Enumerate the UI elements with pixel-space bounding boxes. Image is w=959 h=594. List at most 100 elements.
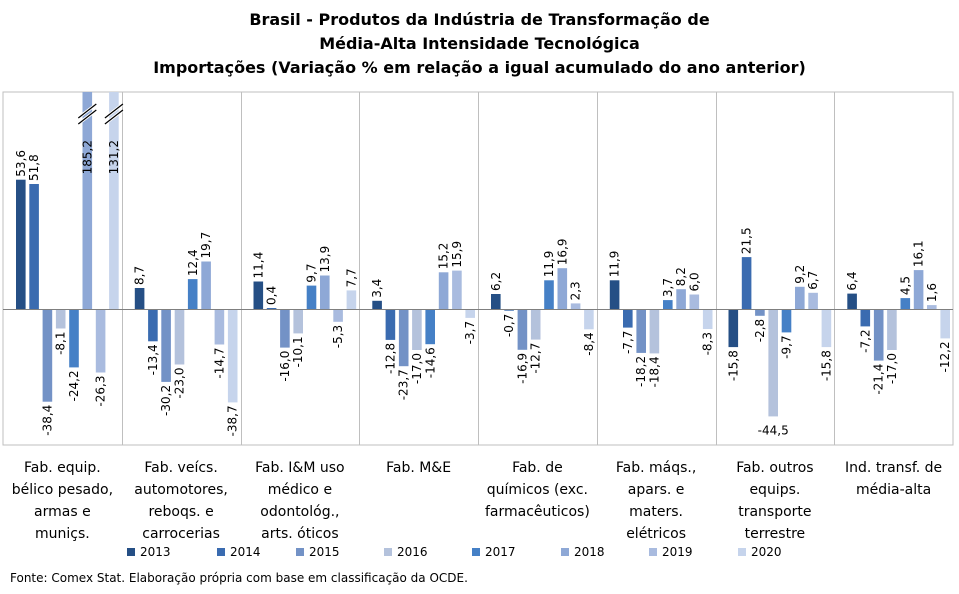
category-label: Fab. outros equips. transporte terrestre [736, 460, 814, 542]
legend-label: 2019 [662, 545, 693, 559]
bar-2014 [385, 309, 396, 340]
bar-2013 [16, 179, 26, 309]
axis-break-mark [77, 109, 97, 125]
bar-2015 [280, 309, 290, 348]
data-label: -16,0 [278, 351, 292, 382]
chart-subtitle-2: Importações (Variação % em relação a igu… [153, 58, 806, 77]
data-label: -14,6 [423, 347, 437, 378]
bar-2020 [227, 309, 238, 403]
bar-2019 [689, 294, 700, 309]
data-label: -38,4 [40, 405, 54, 436]
data-label: 3,4 [370, 279, 384, 298]
bar-2017 [544, 280, 554, 309]
legend-swatch [561, 548, 569, 556]
data-label: -12,2 [938, 341, 952, 372]
data-label: 185,2 [80, 140, 94, 174]
legend-item-2020: 2020 [738, 545, 782, 559]
bar-2014 [266, 308, 277, 309]
data-label: 9,7 [305, 264, 319, 283]
data-label: -18,2 [634, 356, 648, 387]
data-label: 53,6 [14, 150, 28, 177]
bar-2016 [174, 309, 185, 365]
bar-2017 [663, 300, 673, 309]
category-label: Fab. equip. bélico pesado, armas e muniçs. [11, 460, 114, 542]
bar-2020 [940, 309, 950, 339]
legend-item-2013: 2013 [127, 545, 171, 559]
legend-item-2018: 2018 [561, 545, 605, 559]
data-label: -38,7 [226, 405, 240, 436]
bar-2013 [728, 309, 739, 348]
bar-2020 [346, 290, 357, 309]
data-label: 3,7 [661, 278, 675, 297]
bar-2020 [702, 309, 713, 329]
bar-2017 [187, 279, 198, 309]
source-note: Fonte: Comex Stat. Elaboração própria co… [10, 571, 468, 585]
chart-title: Brasil - Produtos da Indústria de Transf… [249, 10, 710, 29]
legend-swatch [649, 548, 657, 556]
data-label: -12,7 [529, 343, 543, 374]
data-label: 6,0 [687, 272, 701, 291]
bar-2020 [465, 309, 475, 318]
data-label: 16,9 [555, 238, 569, 265]
bar-2013 [134, 288, 145, 309]
data-label: 2,3 [569, 281, 583, 300]
bar-2013 [372, 300, 382, 309]
bar-2014 [29, 184, 39, 309]
data-label: 4,5 [898, 276, 912, 295]
category-label: Fab. de químicos (exc. farmacêuticos) [484, 460, 590, 520]
bar-2016 [293, 309, 303, 334]
bar-2014 [623, 309, 633, 328]
bar-2016 [768, 309, 778, 417]
data-label: 6,4 [845, 272, 859, 291]
data-label: 8,2 [674, 267, 688, 286]
data-label: -15,8 [819, 350, 833, 381]
bar-2019 [452, 270, 462, 309]
bar-2015 [161, 309, 171, 382]
data-label: -23,0 [173, 368, 187, 399]
bar-2018 [557, 268, 568, 309]
bar-2015 [517, 309, 528, 350]
bar-2017 [900, 298, 911, 309]
bar-2019 [214, 309, 225, 345]
data-label: 19,7 [199, 232, 213, 259]
data-label: -2,8 [753, 319, 767, 342]
bar-2020 [109, 92, 119, 309]
bar-2018 [438, 272, 449, 309]
bar-2018 [320, 275, 330, 309]
legend-item-2014: 2014 [217, 545, 261, 559]
legend-item-2015: 2015 [296, 545, 340, 559]
bar-2016 [530, 309, 541, 340]
legend-label: 2015 [309, 545, 340, 559]
data-label: -0,7 [502, 314, 516, 337]
bar-2015 [755, 309, 765, 316]
bar-2019 [808, 292, 818, 309]
chart-subtitle: Média-Alta Intensidade Tecnológica [319, 34, 640, 53]
data-label: 6,7 [806, 271, 820, 290]
data-label: -8,4 [582, 332, 596, 355]
legend-item-2019: 2019 [649, 545, 693, 559]
data-label: 7,7 [344, 268, 358, 287]
data-label: -3,7 [463, 321, 477, 344]
data-label: -12,8 [383, 343, 397, 374]
axis-break-mark [104, 109, 124, 125]
bar-2015 [42, 309, 53, 402]
bar-2019 [95, 309, 106, 373]
bar-2016 [55, 309, 66, 329]
axis-break-mark [104, 103, 124, 119]
bar-2019 [927, 305, 937, 309]
legend-swatch [384, 548, 392, 556]
data-label: 11,4 [251, 252, 265, 279]
legend-label: 2013 [140, 545, 171, 559]
data-label: -7,2 [858, 329, 872, 352]
category-label: Fab. I&M uso médico e odontológ., arts. óti… [255, 460, 345, 542]
data-label: -9,7 [780, 335, 794, 358]
data-label: -18,4 [647, 356, 661, 387]
bar-2019 [570, 303, 581, 309]
bar-2016 [649, 309, 660, 354]
data-label: 12,4 [186, 249, 200, 276]
data-label: -10,1 [291, 336, 305, 367]
data-label: -17,0 [885, 353, 899, 384]
data-label: 1,6 [925, 283, 939, 302]
data-label: 16,1 [912, 240, 926, 267]
data-label: -24,2 [67, 370, 81, 401]
